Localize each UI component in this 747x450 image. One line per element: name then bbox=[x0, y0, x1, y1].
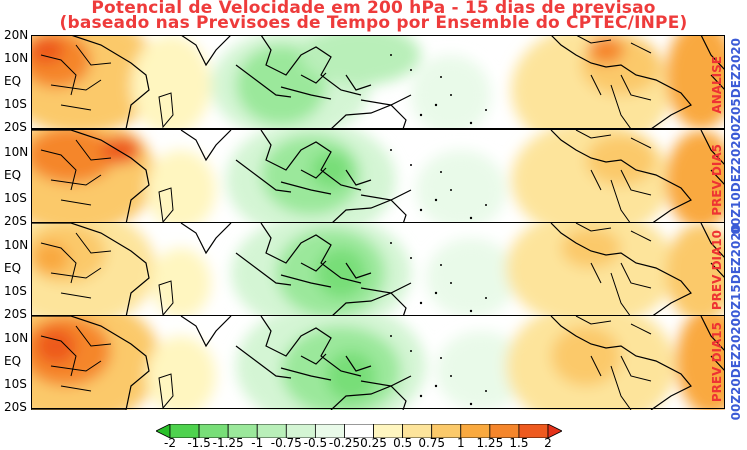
panel-label-analysis: ANALISE bbox=[710, 56, 724, 114]
colorbar bbox=[156, 424, 562, 438]
map-title-line2: (baseado nas Previsoes de Tempo por Ense… bbox=[59, 13, 688, 33]
panel-label-day5: PREV DIA5 bbox=[710, 144, 724, 216]
map-panel-day10 bbox=[31, 223, 725, 317]
latitude-label: 10N bbox=[4, 51, 29, 65]
latitude-label: 20S bbox=[4, 400, 27, 414]
latitude-label: EQ bbox=[4, 261, 22, 275]
map-title-line1: Potencial de Velocidade em 200 hPa - 15 … bbox=[91, 0, 656, 18]
colorbar-tick-label: -1.5 bbox=[187, 436, 211, 450]
latitude-label: 10N bbox=[4, 238, 29, 252]
panel-date-analysis: 00Z05DEZ2020 bbox=[729, 38, 743, 141]
latitude-label: EQ bbox=[4, 74, 22, 88]
panel-date-day10: 00Z15DEZ2020 bbox=[729, 224, 743, 327]
latitude-label: 20S bbox=[4, 214, 27, 228]
map-panel-day5 bbox=[31, 130, 725, 224]
panel-date-day5: 00Z10DEZ2020 bbox=[729, 132, 743, 235]
colorbar-tick-label: -1 bbox=[251, 436, 264, 450]
colorbar-tick-label: 0.75 bbox=[418, 436, 446, 450]
colorbar-tick-label: 2 bbox=[544, 436, 552, 450]
latitude-label: EQ bbox=[4, 354, 22, 368]
colorbar-tick-label: -1.25 bbox=[212, 436, 244, 450]
latitude-label: 10N bbox=[4, 145, 29, 159]
colorbar-tick-label: 0.25 bbox=[360, 436, 387, 450]
latitude-label: 10S bbox=[4, 377, 27, 391]
latitude-label: 10S bbox=[4, 191, 27, 205]
latitude-label: 10S bbox=[4, 284, 27, 298]
colorbar-tick-label: -0.75 bbox=[270, 436, 302, 450]
panel-label-day10: PREV DIA10 bbox=[710, 230, 724, 311]
map-panel-day15 bbox=[31, 316, 725, 410]
latitude-label: EQ bbox=[4, 168, 22, 182]
panel-date-day15: 00Z20DEZ2020 bbox=[729, 318, 743, 421]
latitude-label: 20S bbox=[4, 120, 27, 134]
latitude-label: 20N bbox=[4, 28, 29, 42]
latitude-label: 10S bbox=[4, 97, 27, 111]
colorbar-tick-label: -2 bbox=[164, 436, 176, 450]
colorbar-tick-label: 1 bbox=[456, 436, 465, 450]
colorbar-tick-label: 1.5 bbox=[509, 436, 529, 450]
panel-label-day15: PREV DIA15 bbox=[710, 322, 724, 403]
colorbar-tick-label: 1.25 bbox=[476, 436, 504, 450]
latitude-label: 20S bbox=[4, 307, 27, 321]
colorbar-arrow-high bbox=[547, 424, 562, 438]
colorbar-tick-label: 0.5 bbox=[393, 436, 413, 450]
colorbar-tick-label: -0.5 bbox=[303, 436, 328, 450]
colorbar-tick-label: -0.25 bbox=[328, 436, 360, 450]
latitude-label: 10N bbox=[4, 331, 29, 345]
map-panel-analysis bbox=[31, 35, 725, 129]
